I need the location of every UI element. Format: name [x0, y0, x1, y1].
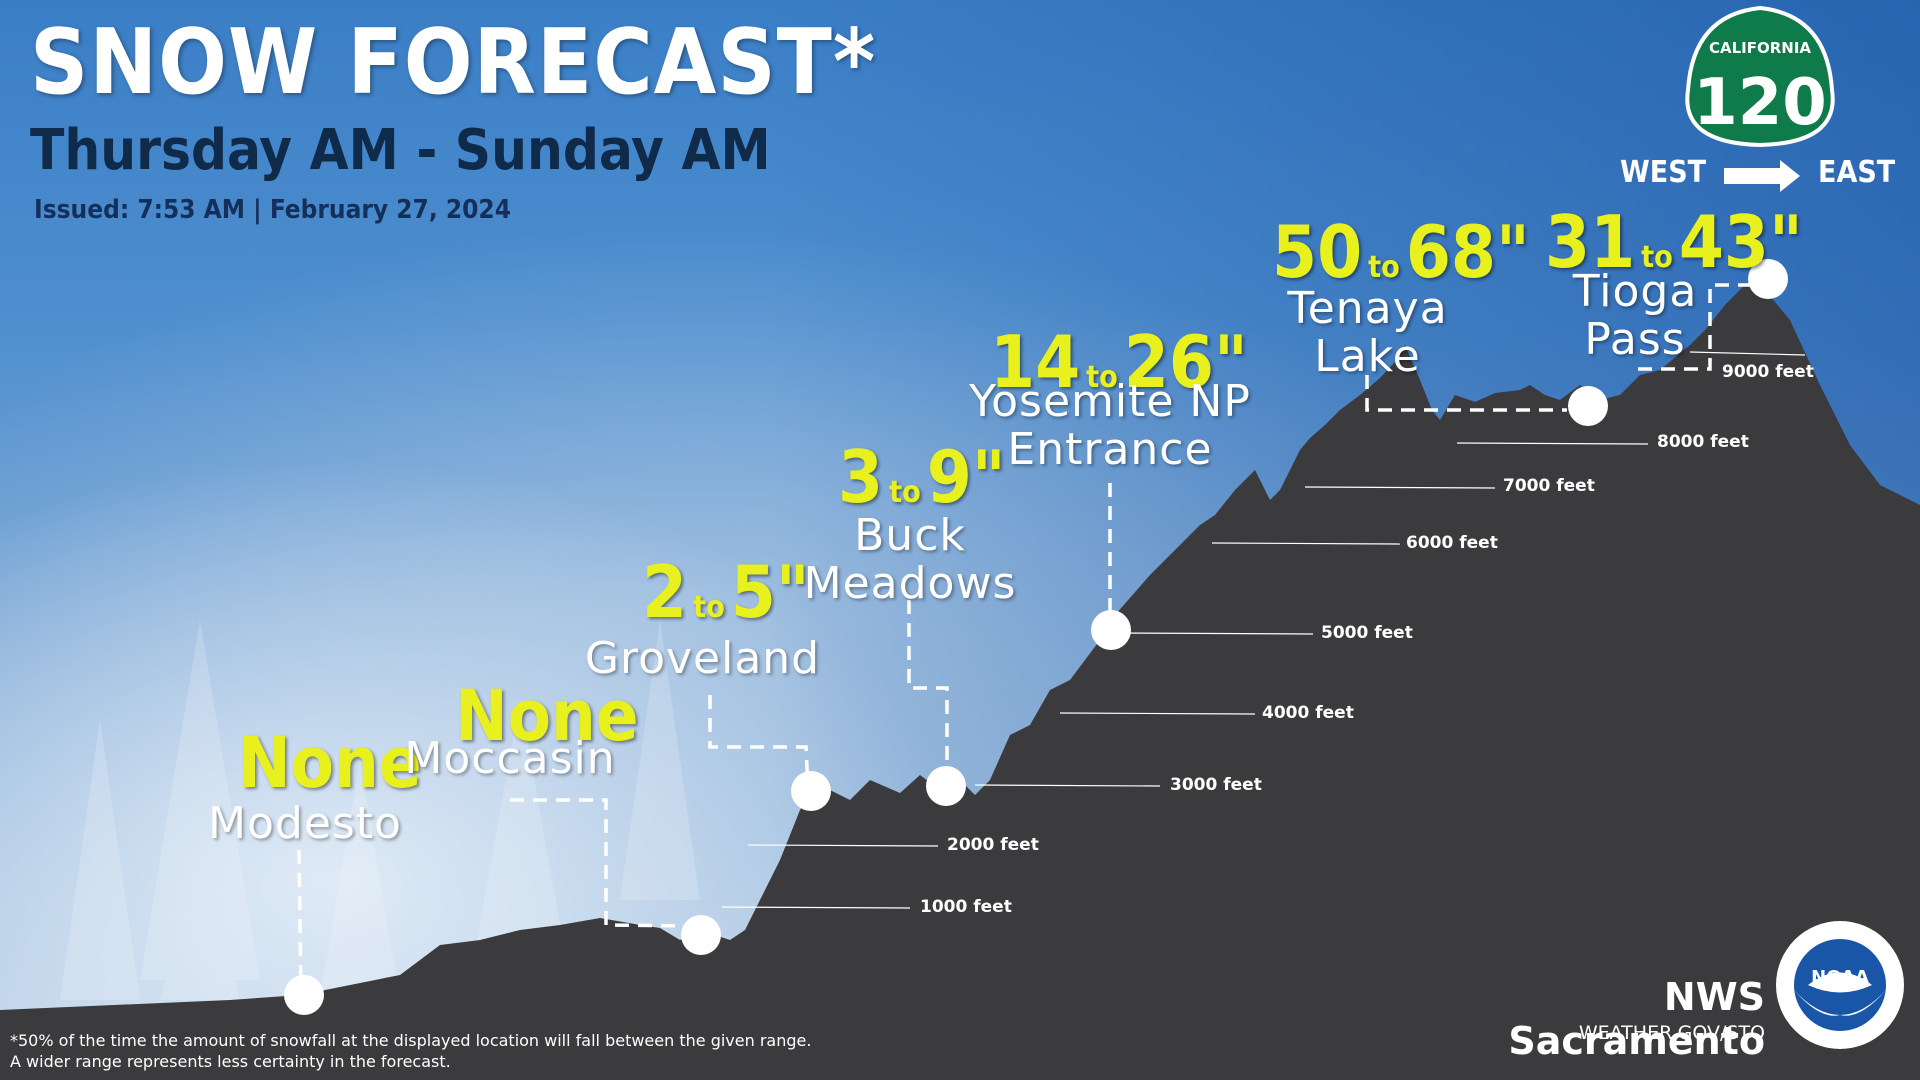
amount-yosemite-low: 14: [990, 320, 1081, 404]
location-yosemite-entrance: Yosemite NP Entrance: [960, 376, 1260, 476]
amount-moccasin: None: [455, 675, 639, 757]
marker-moccasin: [681, 915, 721, 955]
elevation-label-9000: 9000 feet: [1722, 362, 1814, 382]
elevation-label-4000: 4000 feet: [1262, 703, 1354, 723]
leader-lines: [297, 283, 1765, 993]
tree-silhouettes: [60, 620, 700, 1000]
amount-tioga-pass: 31 to43": [1545, 200, 1803, 284]
elevation-label-3000: 3000 feet: [1170, 775, 1262, 795]
location-moccasin: Moccasin: [400, 733, 620, 784]
footnote-line-2: A wider range represents less certainty …: [10, 1052, 451, 1071]
location-yosemite-line2: Entrance: [1007, 424, 1213, 476]
marker-tenaya-lake: [1568, 386, 1608, 426]
amount-modesto: None: [238, 722, 422, 804]
nws-website: WEATHER.GOV/STO: [1578, 1022, 1765, 1044]
amount-yosemite-entrance: 14 to26": [990, 320, 1248, 404]
amount-yosemite-to: to: [1086, 360, 1118, 395]
marker-groveland: [791, 771, 831, 811]
amount-tioga-high: 43": [1678, 200, 1803, 284]
east-label: EAST: [1818, 155, 1896, 190]
nws-office-name: NWS Sacramento: [1508, 975, 1765, 1063]
amount-buck-meadows-low: 3: [838, 435, 884, 519]
amount-groveland: 2 to5": [642, 550, 810, 634]
location-tioga-pass: Tioga Pass: [1560, 266, 1710, 366]
amount-tenaya-high: 68": [1405, 210, 1530, 294]
location-yosemite-line1: Yosemite NP: [969, 376, 1251, 427]
elevation-label-8000: 8000 feet: [1657, 432, 1749, 452]
amount-buck-meadows-high: 9": [926, 435, 1006, 519]
arrow-right-icon: [1724, 160, 1800, 192]
amount-yosemite-high: 26": [1123, 320, 1248, 404]
amount-tenaya-low: 50: [1272, 210, 1363, 294]
location-groveland-name: Groveland: [584, 633, 821, 684]
marker-tioga-pass: [1748, 259, 1788, 299]
location-buck-meadows-line1: Buck: [854, 510, 966, 561]
amount-groveland-low: 2: [642, 550, 688, 634]
location-buck-meadows: Buck Meadows: [800, 510, 1020, 610]
location-moccasin-name: Moccasin: [404, 733, 616, 784]
forecast-period: Thursday AM - Sunday AM: [30, 118, 771, 183]
west-label: WEST: [1620, 155, 1707, 190]
location-tenaya-line1: Tenaya: [1287, 283, 1448, 334]
amount-groveland-to: to: [693, 590, 725, 625]
location-tioga-line2: Pass: [1584, 314, 1686, 366]
location-groveland: Groveland: [580, 633, 825, 684]
amount-tenaya-to: to: [1368, 250, 1400, 285]
location-buck-meadows-line2: Meadows: [803, 558, 1017, 610]
noaa-logo-text: NOAA: [1811, 967, 1869, 988]
page-title: SNOW FORECAST*: [30, 10, 877, 115]
amount-tioga-to: to: [1641, 240, 1673, 275]
elevation-label-5000: 5000 feet: [1321, 623, 1413, 643]
amount-moccasin-text: None: [455, 675, 639, 757]
location-modesto: Modesto: [185, 798, 425, 849]
marker-yosemite-entrance: [1091, 610, 1131, 650]
elevation-label-6000: 6000 feet: [1406, 533, 1498, 553]
amount-groveland-high: 5": [730, 550, 810, 634]
footnote-line-1: *50% of the time the amount of snowfall …: [10, 1031, 812, 1050]
shield-state-text: CALIFORNIA: [1709, 39, 1811, 57]
location-modesto-name: Modesto: [208, 798, 402, 849]
location-tenaya-line2: Lake: [1314, 331, 1421, 383]
location-tenaya-lake: Tenaya Lake: [1270, 283, 1465, 383]
amount-tioga-low: 31: [1545, 200, 1636, 284]
elevation-lines: [721, 351, 1806, 909]
issued-timestamp: Issued: 7:53 AM | February 27, 2024: [34, 195, 511, 225]
noaa-logo: NOAA: [1776, 921, 1904, 1049]
amount-buck-meadows: 3 to9": [838, 435, 1006, 519]
location-tioga-line1: Tioga: [1572, 266, 1698, 317]
shield-route-number: 120: [1693, 66, 1827, 140]
amount-buck-meadows-to: to: [889, 475, 921, 510]
amount-modesto-text: None: [238, 722, 422, 804]
terrain-profile: [0, 285, 1920, 1080]
marker-buck-meadows: [926, 766, 966, 806]
marker-modesto: [284, 975, 324, 1015]
elevation-label-2000: 2000 feet: [947, 835, 1039, 855]
location-markers: [284, 259, 1788, 1015]
footnote: *50% of the time the amount of snowfall …: [10, 1030, 811, 1072]
amount-tenaya-lake: 50 to68": [1272, 210, 1530, 294]
route-shield: CALIFORNIA 120: [1685, 5, 1835, 148]
elevation-label-1000: 1000 feet: [920, 897, 1012, 917]
elevation-label-7000: 7000 feet: [1503, 476, 1595, 496]
